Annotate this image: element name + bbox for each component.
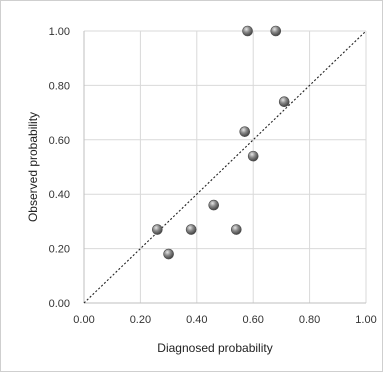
x-tick-label: 0.80 bbox=[299, 314, 320, 326]
data-point bbox=[239, 126, 251, 137]
data-point bbox=[270, 25, 282, 37]
data-point bbox=[163, 248, 174, 260]
y-tick-label: 0.00 bbox=[49, 298, 70, 310]
x-tick-label: 0.60 bbox=[242, 314, 263, 326]
axes bbox=[83, 31, 366, 304]
y-tick-label: 1.00 bbox=[49, 26, 70, 38]
data-point bbox=[242, 25, 253, 37]
data-point bbox=[185, 224, 197, 235]
data-point bbox=[247, 150, 259, 162]
tick-labels: 0.00 0.20 0.40 0.60 0.80 1.00 0.00 0.20 0.40 0.60… bbox=[49, 26, 377, 326]
y-axis-title: Observed probability bbox=[26, 112, 40, 222]
y-tick-label: 0.60 bbox=[49, 135, 70, 147]
x-tick-label: 0.20 bbox=[130, 314, 151, 326]
grid bbox=[84, 30, 367, 303]
data-point bbox=[230, 224, 242, 235]
y-tick-label: 0.80 bbox=[49, 80, 70, 92]
data-point bbox=[208, 199, 220, 211]
reference-line-layer bbox=[83, 30, 367, 304]
data-points bbox=[152, 25, 290, 260]
x-tick-label: 0.00 bbox=[73, 314, 94, 326]
data-point bbox=[278, 96, 290, 108]
x-tick-label: 0.40 bbox=[186, 314, 207, 326]
y-tick-label: 0.20 bbox=[49, 244, 70, 256]
reference-line bbox=[83, 30, 367, 304]
data-point bbox=[152, 224, 163, 235]
y-tick-label: 0.40 bbox=[49, 189, 70, 201]
x-axis-title: Diagnosed probability bbox=[157, 341, 272, 355]
x-tick-label: 1.00 bbox=[355, 314, 376, 326]
